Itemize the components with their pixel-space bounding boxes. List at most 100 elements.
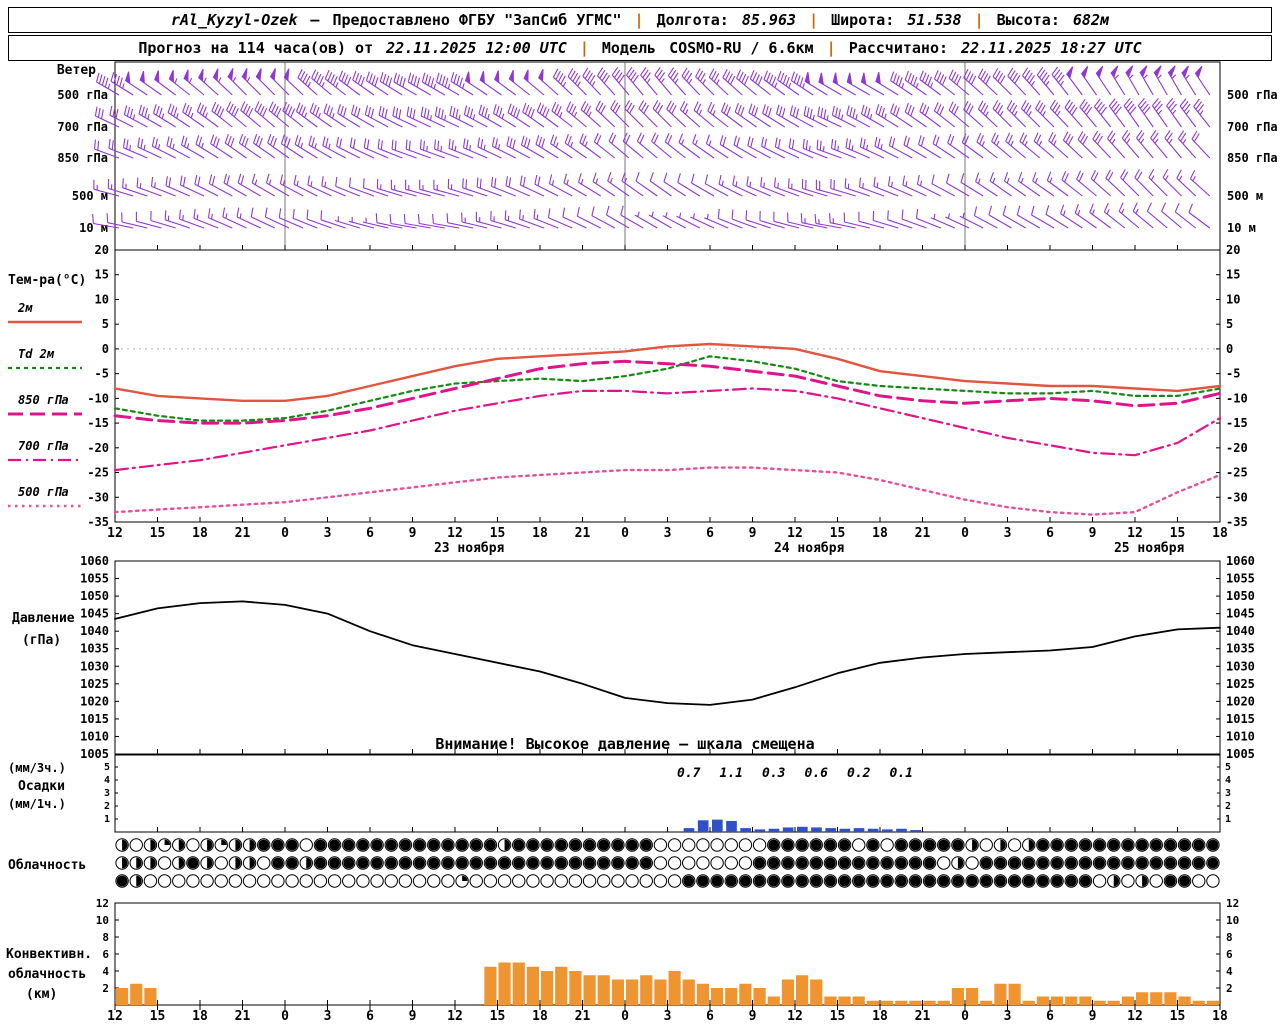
svg-text:18: 18 — [872, 526, 888, 541]
svg-text:1035: 1035 — [1226, 642, 1255, 656]
svg-text:3: 3 — [104, 788, 110, 799]
svg-text:3: 3 — [1004, 526, 1012, 541]
svg-text:9: 9 — [749, 526, 757, 541]
separator: | — [809, 11, 819, 29]
svg-text:9: 9 — [749, 1009, 757, 1024]
svg-text:0.6: 0.6 — [805, 766, 829, 781]
svg-text:3: 3 — [324, 526, 332, 541]
svg-text:3: 3 — [1225, 788, 1231, 799]
cloudiness-panel: Облачность — [8, 838, 1220, 888]
svg-text:0: 0 — [961, 526, 969, 541]
svg-text:5: 5 — [1226, 317, 1233, 331]
svg-text:0.1: 0.1 — [890, 766, 913, 781]
svg-text:6: 6 — [366, 1009, 374, 1024]
svg-text:12: 12 — [787, 1009, 803, 1024]
svg-text:18: 18 — [192, 526, 208, 541]
svg-text:1060: 1060 — [1226, 554, 1255, 568]
svg-text:4: 4 — [1226, 965, 1233, 978]
svg-text:21: 21 — [575, 1009, 591, 1024]
longitude-value: 85.963 — [741, 11, 797, 29]
svg-text:-30: -30 — [87, 490, 109, 504]
svg-text:15: 15 — [490, 526, 506, 541]
svg-text:700 гПа: 700 гПа — [18, 439, 69, 453]
svg-text:0: 0 — [102, 342, 109, 356]
separator: | — [974, 11, 984, 29]
svg-text:15: 15 — [490, 1009, 506, 1024]
svg-text:4: 4 — [1225, 775, 1231, 786]
svg-text:5: 5 — [104, 762, 110, 773]
svg-text:20: 20 — [95, 243, 109, 257]
svg-text:Давление: Давление — [12, 611, 75, 626]
svg-text:6: 6 — [102, 948, 109, 961]
svg-text:-10: -10 — [87, 391, 109, 405]
svg-text:15: 15 — [95, 268, 109, 282]
wind-barbs-row-1 — [95, 65, 1211, 96]
svg-text:Внимание! Высокое давление — ш: Внимание! Высокое давление — шкала смеще… — [435, 735, 814, 753]
svg-text:1005: 1005 — [80, 747, 109, 761]
latitude-label: Широта: — [831, 11, 895, 29]
svg-text:(мм/3ч.): (мм/3ч.) — [8, 761, 66, 775]
svg-text:(км): (км) — [26, 987, 57, 1002]
svg-text:1020: 1020 — [80, 694, 109, 708]
wind-barbs-row-3 — [94, 129, 1211, 159]
separator: | — [826, 39, 836, 57]
svg-text:12: 12 — [1127, 526, 1143, 541]
svg-text:6: 6 — [706, 526, 714, 541]
svg-text:6: 6 — [1046, 526, 1054, 541]
wind-barbs-row-4 — [93, 169, 1211, 197]
svg-text:1010: 1010 — [80, 729, 109, 743]
separator: | — [579, 39, 589, 57]
svg-text:0: 0 — [621, 526, 629, 541]
svg-text:10: 10 — [95, 292, 109, 306]
svg-text:1010: 1010 — [1226, 729, 1255, 743]
svg-text:21: 21 — [575, 526, 591, 541]
model-label: Модель — [601, 39, 657, 57]
svg-text:(гПа): (гПа) — [22, 633, 61, 648]
station-name: rAl_Kyzyl-Ozek — [170, 11, 298, 29]
svg-text:2: 2 — [1226, 982, 1233, 995]
svg-text:1050: 1050 — [80, 589, 109, 603]
forecast-time: 22.11.2025 12:00 UTC — [386, 39, 567, 57]
svg-text:10: 10 — [1226, 292, 1240, 306]
svg-text:3: 3 — [1004, 1009, 1012, 1024]
svg-text:1040: 1040 — [80, 624, 109, 638]
svg-text:9: 9 — [409, 1009, 417, 1024]
svg-text:1025: 1025 — [1226, 677, 1255, 691]
model-value: COSMO-RU / 6.6км — [669, 39, 814, 57]
svg-text:3: 3 — [664, 526, 672, 541]
svg-text:-20: -20 — [87, 441, 109, 455]
svg-text:-15: -15 — [87, 416, 109, 430]
altitude-label: Высота: — [996, 11, 1060, 29]
temperature-legend: Тем-ра(°C) 2м Td 2м 850 гПа 700 гПа 500 гПа — [8, 273, 86, 508]
svg-text:1030: 1030 — [1226, 659, 1255, 673]
svg-text:1015: 1015 — [1226, 712, 1255, 726]
svg-text:24 ноября: 24 ноября — [774, 541, 845, 556]
svg-text:18: 18 — [532, 1009, 548, 1024]
svg-text:500 м: 500 м — [1227, 189, 1263, 203]
header-line-1: rAl_Kyzyl-Ozek — Предоставлено ФГБУ "Зап… — [8, 7, 1272, 33]
svg-text:1045: 1045 — [80, 607, 109, 621]
svg-text:12: 12 — [787, 526, 803, 541]
wind-barbs-row-5 — [92, 202, 1211, 229]
separator: | — [634, 11, 644, 29]
svg-text:2: 2 — [1225, 801, 1231, 812]
latitude-value: 51.538 — [907, 11, 962, 29]
svg-text:-35: -35 — [87, 515, 109, 529]
svg-text:10: 10 — [96, 914, 109, 927]
svg-text:0.3: 0.3 — [762, 766, 786, 781]
svg-text:3: 3 — [664, 1009, 672, 1024]
svg-text:500 гПа: 500 гПа — [18, 485, 69, 499]
svg-text:1030: 1030 — [80, 659, 109, 673]
svg-text:6: 6 — [1046, 1009, 1054, 1024]
svg-text:15: 15 — [1170, 526, 1186, 541]
svg-text:8: 8 — [102, 931, 109, 944]
provider-text: Предоставлено ФГБУ "ЗапСиб УГМС" — [332, 11, 622, 29]
svg-text:18: 18 — [532, 526, 548, 541]
svg-text:-25: -25 — [87, 466, 109, 480]
svg-text:500 м: 500 м — [72, 189, 108, 203]
temperature-panel: 20 20 15 15 10 10 5 5 0 0 -5 -5 -10 -10 -15 -15 -20 -20 -2… — [87, 243, 1247, 529]
svg-text:-10: -10 — [1226, 391, 1248, 405]
svg-text:2: 2 — [104, 801, 110, 812]
svg-text:850 гПа: 850 гПа — [1227, 151, 1278, 165]
